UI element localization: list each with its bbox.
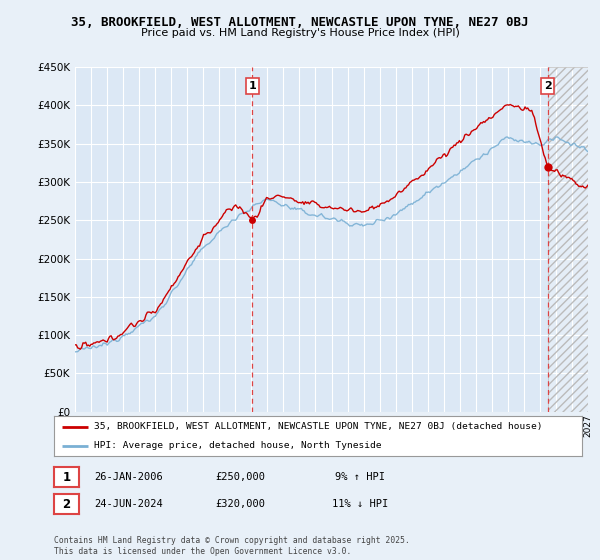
- Text: Price paid vs. HM Land Registry's House Price Index (HPI): Price paid vs. HM Land Registry's House …: [140, 28, 460, 38]
- Text: £320,000: £320,000: [215, 499, 265, 509]
- Text: Contains HM Land Registry data © Crown copyright and database right 2025.
This d: Contains HM Land Registry data © Crown c…: [54, 536, 410, 556]
- Text: 9% ↑ HPI: 9% ↑ HPI: [335, 472, 385, 482]
- Text: HPI: Average price, detached house, North Tyneside: HPI: Average price, detached house, Nort…: [94, 441, 381, 450]
- Text: 24-JUN-2024: 24-JUN-2024: [95, 499, 163, 509]
- Text: 35, BROOKFIELD, WEST ALLOTMENT, NEWCASTLE UPON TYNE, NE27 0BJ: 35, BROOKFIELD, WEST ALLOTMENT, NEWCASTL…: [71, 16, 529, 29]
- Text: 1: 1: [248, 81, 256, 91]
- Text: 2: 2: [544, 81, 551, 91]
- Text: £250,000: £250,000: [215, 472, 265, 482]
- Text: 11% ↓ HPI: 11% ↓ HPI: [332, 499, 388, 509]
- Text: 26-JAN-2006: 26-JAN-2006: [95, 472, 163, 482]
- Text: 2: 2: [62, 497, 71, 511]
- Text: 35, BROOKFIELD, WEST ALLOTMENT, NEWCASTLE UPON TYNE, NE27 0BJ (detached house): 35, BROOKFIELD, WEST ALLOTMENT, NEWCASTL…: [94, 422, 542, 431]
- Text: 1: 1: [62, 470, 71, 484]
